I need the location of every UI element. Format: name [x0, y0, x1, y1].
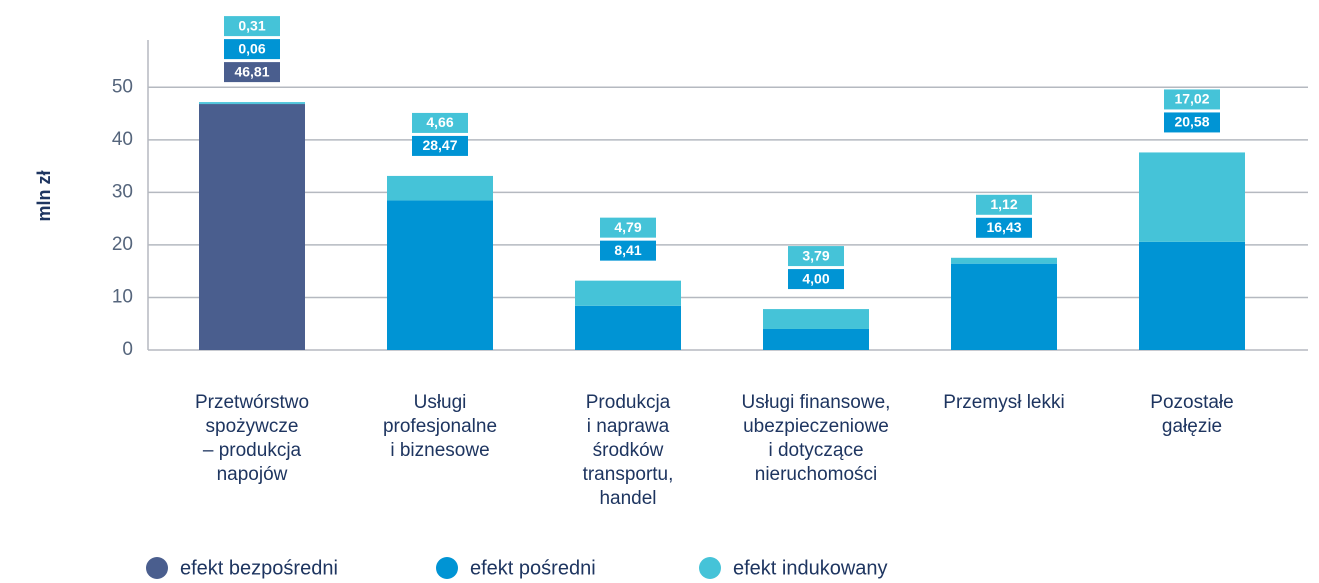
- x-tick-label: i naprawa: [587, 416, 670, 437]
- value-label: 4,00: [802, 270, 829, 286]
- legend-label: efekt indukowany: [733, 557, 888, 579]
- value-label-box: [976, 217, 1032, 238]
- bar-segment: [575, 305, 681, 350]
- x-tick-label: ubezpieczeniowe: [743, 416, 889, 437]
- legend-swatch: [436, 557, 458, 579]
- x-tick-label: – produkcja: [203, 440, 302, 461]
- x-tick-label: środków: [593, 440, 664, 461]
- x-tick-label: Przemysł lekki: [943, 392, 1064, 413]
- bar-segment: [387, 175, 493, 201]
- bar-segment: [763, 328, 869, 350]
- value-label: 16,43: [986, 219, 1021, 235]
- legend-swatch: [146, 557, 168, 579]
- x-tick-label: nieruchomości: [755, 464, 878, 485]
- value-label-box: [412, 135, 468, 156]
- y-axis-label: mln zł: [34, 170, 54, 221]
- x-tick-label: Produkcja: [586, 392, 671, 413]
- x-tick-label: spożywcze: [206, 416, 299, 437]
- x-tick-label: gałęzie: [1162, 416, 1222, 437]
- value-label: 20,58: [1174, 114, 1209, 130]
- bar-segment: [199, 102, 305, 104]
- bar-segment: [199, 104, 305, 350]
- y-tick-label: 30: [112, 181, 133, 202]
- x-tick-label: napojów: [217, 464, 288, 485]
- value-label-box: [788, 246, 844, 267]
- y-tick-label: 10: [112, 286, 133, 307]
- x-tick-label: Usługi finansowe,: [742, 392, 891, 413]
- bar-segment: [1139, 152, 1245, 242]
- y-tick-label: 0: [122, 339, 133, 360]
- value-label: 0,31: [238, 17, 265, 33]
- x-tick-label: i biznesowe: [390, 440, 489, 461]
- x-tick-label: i dotyczące: [768, 440, 863, 461]
- value-label-box: [224, 62, 280, 83]
- value-label: 1,12: [990, 196, 1017, 212]
- bar-segment: [575, 280, 681, 306]
- legend-label: efekt pośredni: [470, 557, 596, 579]
- value-label: 0,06: [238, 40, 265, 56]
- x-tick-label: Przetwórstwo: [195, 392, 309, 413]
- value-label: 4,79: [614, 219, 641, 235]
- legend-swatch: [699, 557, 721, 579]
- value-label-box: [788, 269, 844, 290]
- bar-segment: [763, 309, 869, 329]
- x-tick-label: handel: [599, 488, 656, 509]
- value-label-box: [1164, 112, 1220, 133]
- x-tick-label: Usługi: [414, 392, 467, 413]
- value-label-box: [600, 217, 656, 238]
- value-label: 28,47: [422, 137, 457, 153]
- value-label: 17,02: [1174, 91, 1209, 107]
- bar-segment: [387, 200, 493, 350]
- bar-segment: [951, 257, 1057, 264]
- legend-label: efekt bezpośredni: [180, 557, 338, 579]
- y-tick-label: 50: [112, 76, 133, 97]
- y-tick-label: 40: [112, 129, 133, 150]
- value-label: 4,66: [426, 114, 453, 130]
- bar-segment: [1139, 241, 1245, 350]
- value-label: 3,79: [802, 247, 829, 263]
- x-tick-label: transportu,: [583, 464, 674, 485]
- value-label-box: [224, 16, 280, 37]
- x-tick-label: Pozostałe: [1150, 392, 1233, 413]
- value-label: 8,41: [614, 242, 641, 258]
- x-tick-label: profesjonalne: [383, 416, 497, 437]
- y-tick-label: 20: [112, 234, 133, 255]
- value-label-box: [976, 194, 1032, 215]
- value-label: 46,81: [234, 63, 269, 79]
- bar-segment: [951, 263, 1057, 350]
- value-label-box: [412, 112, 468, 133]
- value-label-box: [224, 39, 280, 60]
- value-label-box: [1164, 89, 1220, 110]
- value-label-box: [600, 240, 656, 261]
